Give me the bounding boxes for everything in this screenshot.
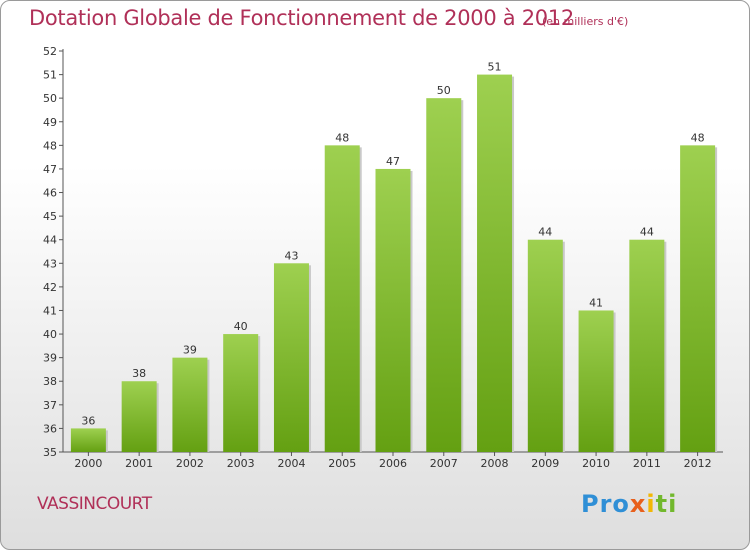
y-tick-label: 42 bbox=[43, 281, 57, 294]
y-tick-label: 46 bbox=[43, 187, 57, 200]
x-tick-label: 2000 bbox=[74, 457, 102, 470]
bar bbox=[121, 381, 157, 452]
data-label: 48 bbox=[691, 131, 705, 144]
x-tick-label: 2004 bbox=[277, 457, 305, 470]
bar bbox=[426, 98, 462, 453]
x-tick-label: 2010 bbox=[582, 457, 610, 470]
bar bbox=[629, 239, 665, 452]
y-tick-label: 35 bbox=[43, 446, 57, 459]
y-tick-label: 36 bbox=[43, 422, 57, 435]
bar bbox=[578, 310, 614, 452]
commune-name: VASSINCOURT bbox=[37, 494, 152, 514]
x-tick-label: 2007 bbox=[430, 457, 458, 470]
x-tick-label: 2012 bbox=[684, 457, 712, 470]
y-tick-label: 47 bbox=[43, 163, 57, 176]
data-label: 44 bbox=[640, 226, 654, 239]
bar bbox=[375, 168, 411, 453]
x-tick-label: 2008 bbox=[481, 457, 509, 470]
chart-subtitle: (en milliers d'€) bbox=[542, 15, 629, 28]
x-tick-label: 2002 bbox=[176, 457, 204, 470]
y-tick-label: 45 bbox=[43, 210, 57, 223]
bar bbox=[527, 239, 563, 452]
data-label: 51 bbox=[488, 61, 502, 74]
x-tick-label: 2011 bbox=[633, 457, 661, 470]
y-tick-label: 37 bbox=[43, 399, 57, 412]
data-label: 41 bbox=[589, 296, 603, 309]
proxiti-logo: Proxiti bbox=[581, 490, 678, 518]
x-tick-label: 2001 bbox=[125, 457, 153, 470]
y-tick-label: 52 bbox=[43, 45, 57, 58]
bar bbox=[324, 145, 360, 452]
data-label: 40 bbox=[234, 320, 248, 333]
y-tick-label: 43 bbox=[43, 257, 57, 270]
y-tick-label: 49 bbox=[43, 116, 57, 129]
bar bbox=[223, 334, 259, 452]
y-tick-label: 44 bbox=[43, 234, 57, 247]
bar bbox=[172, 357, 208, 452]
y-tick-label: 39 bbox=[43, 352, 57, 365]
data-label: 43 bbox=[284, 249, 298, 262]
bar bbox=[680, 145, 716, 452]
data-label: 47 bbox=[386, 155, 400, 168]
x-tick-label: 2006 bbox=[379, 457, 407, 470]
y-tick-label: 38 bbox=[43, 375, 57, 388]
data-label: 50 bbox=[437, 84, 451, 97]
data-label: 38 bbox=[132, 367, 146, 380]
y-tick-label: 41 bbox=[43, 304, 57, 317]
data-label: 39 bbox=[183, 344, 197, 357]
y-tick-label: 51 bbox=[43, 69, 57, 82]
bar bbox=[477, 74, 513, 453]
x-tick-label: 2005 bbox=[328, 457, 356, 470]
x-tick-label: 2003 bbox=[227, 457, 255, 470]
data-label: 36 bbox=[81, 414, 95, 427]
y-tick-label: 50 bbox=[43, 92, 57, 105]
bar bbox=[273, 263, 309, 452]
y-tick-label: 40 bbox=[43, 328, 57, 341]
bar bbox=[70, 428, 106, 452]
y-tick-label: 48 bbox=[43, 139, 57, 152]
x-tick-label: 2009 bbox=[531, 457, 559, 470]
data-label: 44 bbox=[538, 226, 552, 239]
chart-title: Dotation Globale de Fonctionnement de 20… bbox=[29, 6, 574, 30]
data-label: 48 bbox=[335, 131, 349, 144]
